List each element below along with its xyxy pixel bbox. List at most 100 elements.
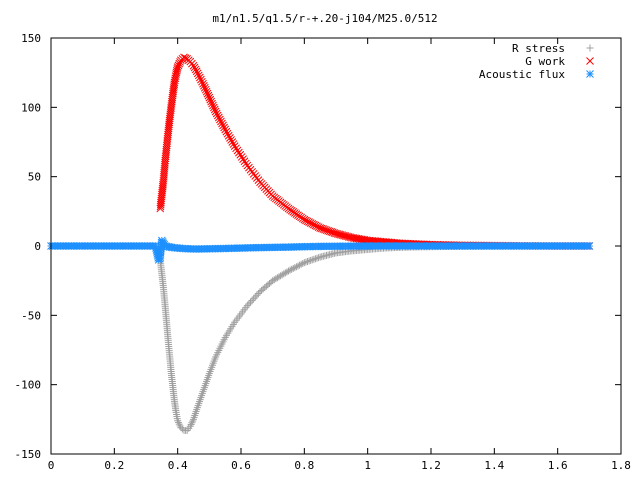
legend-marker-g-work: [586, 57, 594, 65]
data-point: [254, 289, 262, 297]
data-point: [187, 421, 195, 429]
legend-entry-r-stress: R stress: [512, 42, 594, 55]
data-point: [193, 69, 202, 78]
legend-marker-r-stress: [586, 44, 594, 52]
x-tick-label: 1.4: [484, 459, 504, 472]
data-point: [191, 65, 200, 74]
data-point: [210, 105, 219, 114]
data-point: [212, 109, 221, 118]
data-point: [178, 425, 186, 433]
y-tick-label: -50: [21, 309, 41, 322]
data-point: [242, 159, 250, 168]
data-point: [315, 254, 323, 262]
data-point: [190, 63, 199, 72]
data-point: [299, 259, 307, 267]
data-point: [253, 291, 261, 299]
data-point: [247, 298, 254, 306]
legend-marker: [586, 57, 594, 65]
data-point: [310, 255, 318, 263]
data-point: [283, 268, 291, 276]
data-point: [204, 91, 213, 100]
data-point: [230, 142, 239, 151]
data-point: [296, 261, 304, 269]
data-point: [291, 264, 299, 272]
data-point: [217, 117, 225, 126]
data-point: [289, 264, 297, 272]
data-point: [175, 420, 183, 428]
data-point: [219, 121, 227, 130]
data-point: [227, 136, 235, 144]
data-point: [205, 93, 214, 102]
data-point: [195, 73, 204, 82]
x-tick-label: 0: [48, 459, 55, 472]
data-point: [349, 234, 358, 242]
data-point: [213, 111, 222, 120]
data-point: [209, 101, 217, 110]
data-point: [354, 234, 363, 243]
data-point: [239, 155, 247, 163]
x-tick-label: 0.4: [168, 459, 188, 472]
data-point: [223, 129, 232, 138]
series-layer: [47, 53, 594, 434]
y-tick-label: 0: [34, 240, 41, 253]
data-point: [288, 265, 296, 273]
data-point: [186, 422, 194, 430]
legend-entry-g-work: G work: [525, 55, 594, 68]
x-tick-label: 1.2: [421, 459, 441, 472]
data-point: [355, 235, 364, 243]
data-point: [359, 235, 367, 244]
data-point: [188, 419, 196, 427]
data-point: [250, 295, 258, 303]
chart-title: m1/n1.5/q1.5/r-+.20-j104/M25.0/512: [212, 12, 437, 25]
data-point: [302, 258, 310, 266]
data-point: [189, 417, 197, 425]
data-point: [222, 127, 231, 136]
data-point: [210, 103, 218, 112]
data-point: [585, 242, 594, 250]
data-point: [200, 83, 209, 92]
data-point: [226, 133, 234, 142]
y-tick-label: 150: [21, 32, 41, 45]
data-point: [194, 71, 203, 80]
data-point: [357, 235, 366, 244]
data-point: [297, 260, 305, 268]
x-tick-label: 0.2: [104, 459, 124, 472]
data-point: [198, 77, 206, 86]
data-point: [243, 302, 251, 310]
data-point: [285, 267, 292, 275]
data-point: [347, 233, 356, 242]
data-point: [197, 75, 205, 84]
data-point: [218, 119, 226, 128]
data-point: [352, 234, 361, 243]
data-point: [189, 61, 198, 70]
data-point: [211, 107, 220, 116]
data-point: [300, 259, 308, 267]
data-point: [214, 113, 223, 122]
legend-label-g-work: G work: [525, 55, 565, 68]
x-tick-label: 1.8: [611, 459, 631, 472]
data-point: [224, 131, 233, 140]
legend-label-acoustic-flux: Acoustic flux: [479, 68, 565, 81]
data-point: [233, 146, 242, 155]
data-point: [228, 138, 237, 146]
x-tick-label: 0.8: [294, 459, 314, 472]
x-tick-label: 0.6: [231, 459, 251, 472]
x-tick-label: 1.6: [548, 459, 568, 472]
data-point: [351, 234, 359, 243]
legend-entry-acoustic-flux: Acoustic flux: [479, 68, 594, 81]
data-point: [216, 115, 224, 124]
legend-marker-acoustic-flux: [586, 70, 594, 78]
data-point: [311, 255, 319, 263]
data-point: [305, 257, 313, 265]
data-point: [221, 125, 230, 134]
series-acoustic-flux: [47, 236, 594, 264]
y-tick-label: 100: [21, 101, 41, 114]
data-point: [248, 296, 256, 304]
data-point: [308, 256, 316, 264]
data-point: [307, 256, 315, 264]
legend-label-r-stress: R stress: [512, 42, 565, 55]
data-point: [251, 293, 259, 301]
data-point: [192, 67, 201, 76]
data-point: [245, 300, 253, 308]
